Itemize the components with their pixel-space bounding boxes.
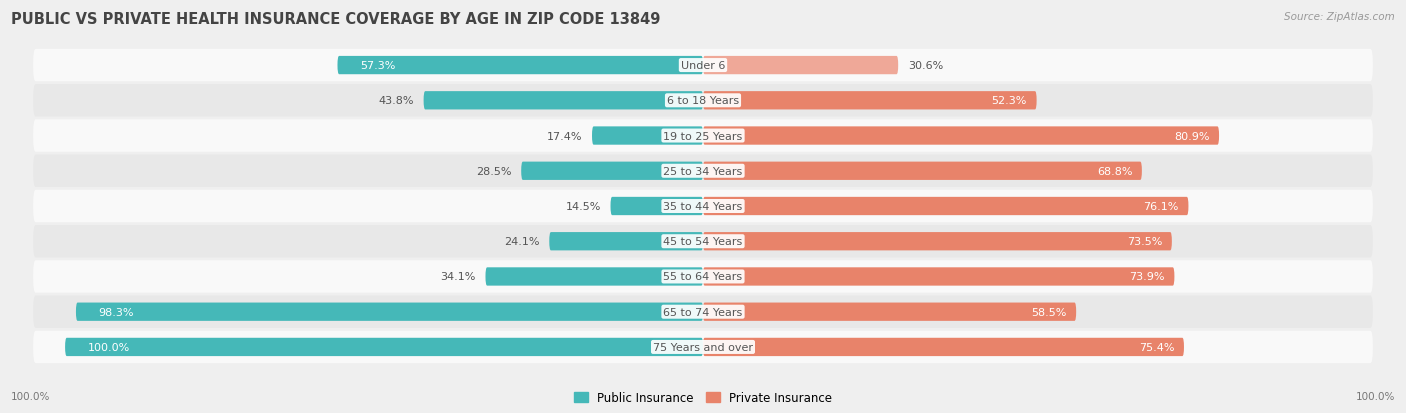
Text: 76.1%: 76.1% bbox=[1143, 202, 1178, 211]
Text: 65 to 74 Years: 65 to 74 Years bbox=[664, 307, 742, 317]
Legend: Public Insurance, Private Insurance: Public Insurance, Private Insurance bbox=[569, 387, 837, 409]
FancyBboxPatch shape bbox=[34, 190, 1372, 223]
Text: 43.8%: 43.8% bbox=[378, 96, 413, 106]
FancyBboxPatch shape bbox=[34, 225, 1372, 258]
Text: Source: ZipAtlas.com: Source: ZipAtlas.com bbox=[1284, 12, 1395, 22]
Text: 34.1%: 34.1% bbox=[440, 272, 475, 282]
FancyBboxPatch shape bbox=[703, 268, 1174, 286]
FancyBboxPatch shape bbox=[34, 331, 1372, 363]
Text: 17.4%: 17.4% bbox=[547, 131, 582, 141]
Text: 19 to 25 Years: 19 to 25 Years bbox=[664, 131, 742, 141]
FancyBboxPatch shape bbox=[703, 127, 1219, 145]
Text: 100.0%: 100.0% bbox=[1355, 391, 1395, 401]
Text: 28.5%: 28.5% bbox=[477, 166, 512, 176]
Text: 6 to 18 Years: 6 to 18 Years bbox=[666, 96, 740, 106]
Text: 30.6%: 30.6% bbox=[908, 61, 943, 71]
FancyBboxPatch shape bbox=[703, 57, 898, 75]
Text: 55 to 64 Years: 55 to 64 Years bbox=[664, 272, 742, 282]
FancyBboxPatch shape bbox=[703, 162, 1142, 180]
FancyBboxPatch shape bbox=[34, 50, 1372, 82]
Text: 98.3%: 98.3% bbox=[98, 307, 134, 317]
Text: 68.8%: 68.8% bbox=[1097, 166, 1132, 176]
FancyBboxPatch shape bbox=[337, 57, 703, 75]
FancyBboxPatch shape bbox=[65, 338, 703, 356]
FancyBboxPatch shape bbox=[703, 338, 1184, 356]
FancyBboxPatch shape bbox=[610, 197, 703, 216]
Text: 52.3%: 52.3% bbox=[991, 96, 1026, 106]
Text: 75.4%: 75.4% bbox=[1139, 342, 1174, 352]
Text: 100.0%: 100.0% bbox=[87, 342, 129, 352]
Text: 100.0%: 100.0% bbox=[11, 391, 51, 401]
FancyBboxPatch shape bbox=[703, 233, 1171, 251]
FancyBboxPatch shape bbox=[34, 261, 1372, 293]
Text: 45 to 54 Years: 45 to 54 Years bbox=[664, 237, 742, 247]
Text: 25 to 34 Years: 25 to 34 Years bbox=[664, 166, 742, 176]
Text: 35 to 44 Years: 35 to 44 Years bbox=[664, 202, 742, 211]
Text: 24.1%: 24.1% bbox=[505, 237, 540, 247]
FancyBboxPatch shape bbox=[592, 127, 703, 145]
Text: 75 Years and over: 75 Years and over bbox=[652, 342, 754, 352]
Text: 58.5%: 58.5% bbox=[1031, 307, 1067, 317]
FancyBboxPatch shape bbox=[522, 162, 703, 180]
FancyBboxPatch shape bbox=[550, 233, 703, 251]
FancyBboxPatch shape bbox=[703, 303, 1076, 321]
FancyBboxPatch shape bbox=[703, 92, 1036, 110]
FancyBboxPatch shape bbox=[34, 120, 1372, 152]
FancyBboxPatch shape bbox=[485, 268, 703, 286]
FancyBboxPatch shape bbox=[34, 155, 1372, 188]
Text: 80.9%: 80.9% bbox=[1174, 131, 1209, 141]
Text: 73.5%: 73.5% bbox=[1128, 237, 1163, 247]
Text: PUBLIC VS PRIVATE HEALTH INSURANCE COVERAGE BY AGE IN ZIP CODE 13849: PUBLIC VS PRIVATE HEALTH INSURANCE COVER… bbox=[11, 12, 661, 27]
Text: 14.5%: 14.5% bbox=[565, 202, 600, 211]
FancyBboxPatch shape bbox=[703, 197, 1188, 216]
FancyBboxPatch shape bbox=[34, 296, 1372, 328]
FancyBboxPatch shape bbox=[423, 92, 703, 110]
FancyBboxPatch shape bbox=[76, 303, 703, 321]
Text: 73.9%: 73.9% bbox=[1129, 272, 1164, 282]
FancyBboxPatch shape bbox=[34, 85, 1372, 117]
Text: Under 6: Under 6 bbox=[681, 61, 725, 71]
Text: 57.3%: 57.3% bbox=[360, 61, 395, 71]
